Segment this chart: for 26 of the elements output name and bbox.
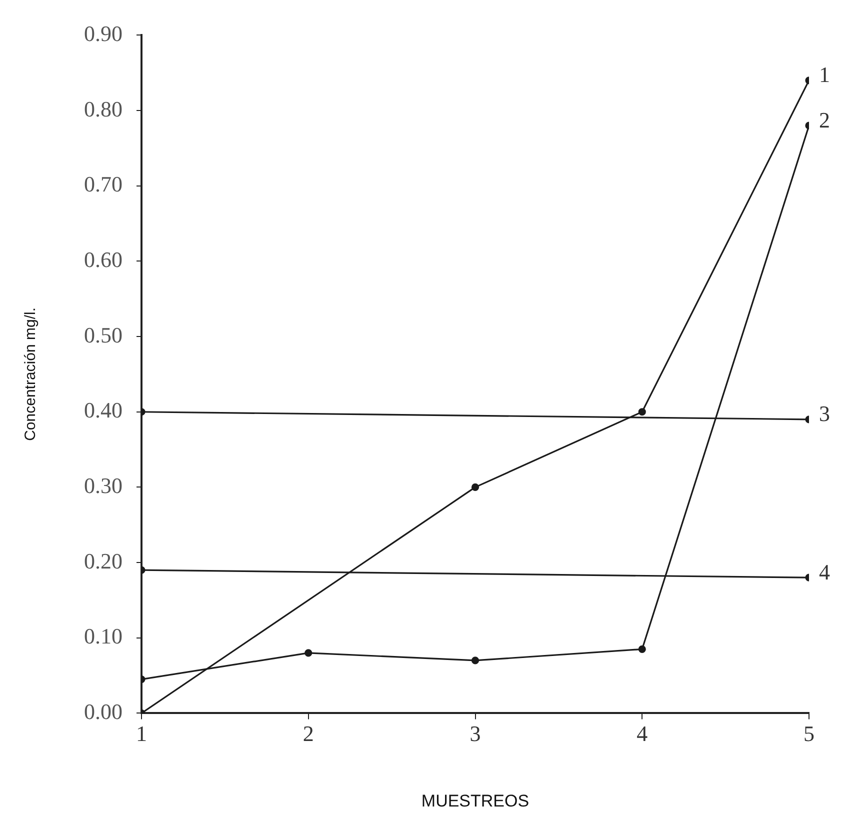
y-tick-label: 0.60: [84, 246, 122, 272]
series-label: 4: [819, 559, 830, 584]
x-tick-label: 3: [470, 721, 481, 746]
point: [471, 483, 480, 491]
y-tick-label: 0.30: [84, 472, 122, 498]
series-label: 1: [819, 62, 830, 88]
x-axis-title: MUESTREOS: [421, 791, 530, 810]
y-tick-label: 0.90: [84, 20, 122, 46]
y-tick-label: 0.10: [84, 624, 122, 649]
x-tick-label: 2: [302, 721, 314, 746]
x-tick-label: 5: [804, 721, 814, 746]
point: [638, 645, 646, 653]
y-tick-label: 0.70: [84, 172, 122, 197]
y-tick-label: 0.50: [84, 322, 122, 348]
y-tick-label: 0.00: [84, 698, 122, 724]
y-tick-label: 0.80: [84, 96, 122, 122]
series-label: 2: [819, 107, 830, 132]
point: [471, 656, 480, 664]
y-tick-label: 0.20: [84, 548, 122, 574]
point: [304, 649, 312, 657]
y-tick-label: 0.40: [84, 398, 122, 423]
x-tick-label: 4: [636, 721, 648, 746]
series-label: 3: [819, 401, 830, 426]
y-axis-title: Concentración mg/l.: [22, 307, 40, 441]
x-tick-label: 1: [136, 721, 147, 746]
point: [638, 408, 646, 416]
